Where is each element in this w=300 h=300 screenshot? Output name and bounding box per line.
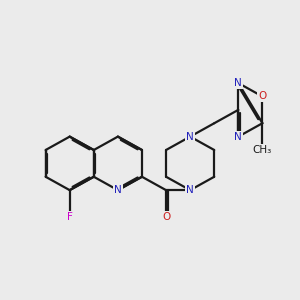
Text: N: N [186,185,194,195]
Text: N: N [235,132,242,142]
Text: N: N [186,132,194,142]
Text: F: F [67,212,73,222]
Text: N: N [114,185,122,195]
Text: CH₃: CH₃ [253,145,272,155]
Text: N: N [235,78,242,88]
Text: O: O [258,92,266,101]
Text: O: O [162,212,170,222]
